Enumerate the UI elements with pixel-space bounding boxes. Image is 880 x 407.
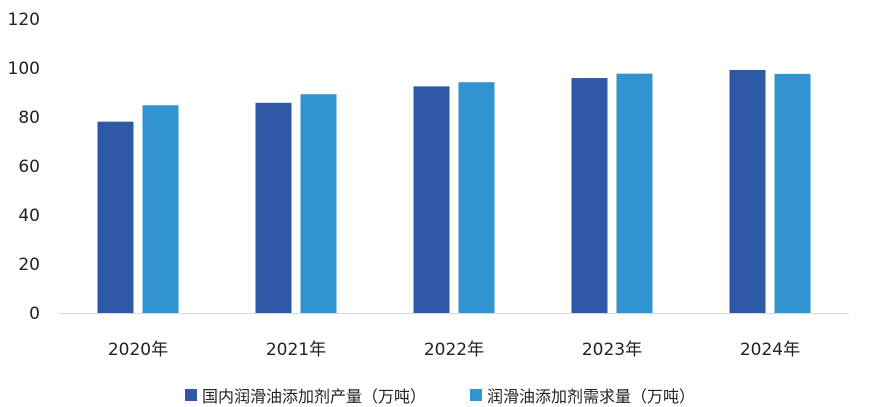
bar-production-2024年 (729, 69, 766, 314)
legend-label-production: 国内润滑油添加剂产量（万吨） (201, 387, 426, 406)
bar-production-2023年 (571, 78, 608, 313)
bar-production-2020年 (97, 121, 134, 313)
x-tick-label: 2021年 (266, 340, 326, 360)
y-tick-label: 100 (8, 59, 40, 79)
bar-demand-2023年 (616, 73, 653, 313)
y-tick-label: 80 (18, 108, 40, 128)
x-tick-label: 2020年 (108, 340, 168, 360)
y-tick-label: 120 (8, 10, 40, 30)
bar-production-2021年 (255, 102, 292, 313)
y-tick-label: 0 (29, 304, 40, 324)
bar-demand-2022年 (458, 82, 495, 314)
y-tick-label: 40 (18, 206, 40, 226)
y-tick-label: 20 (18, 255, 40, 275)
legend: 国内润滑油添加剂产量（万吨） 润滑油添加剂需求量（万吨） (0, 383, 880, 407)
legend-item-demand: 润滑油添加剂需求量（万吨） (470, 383, 695, 407)
legend-swatch-demand (470, 389, 482, 401)
bar-demand-2024年 (774, 73, 811, 313)
legend-label-demand: 润滑油添加剂需求量（万吨） (487, 387, 696, 406)
legend-item-production: 国内润滑油添加剂产量（万吨） (184, 383, 426, 407)
bar-chart: 0 20 40 60 80 100 120 2020年 2021年 2022年 2023年 2024… (8, 10, 849, 360)
y-tick-label: 60 (18, 157, 40, 177)
bar-demand-2021年 (300, 94, 337, 313)
x-tick-label: 2024年 (740, 340, 800, 360)
bar-demand-2020年 (142, 105, 179, 314)
x-tick-label: 2023年 (582, 340, 642, 360)
x-tick-label: 2022年 (424, 340, 484, 360)
legend-swatch-production (184, 389, 197, 401)
bar-production-2022年 (413, 86, 450, 313)
